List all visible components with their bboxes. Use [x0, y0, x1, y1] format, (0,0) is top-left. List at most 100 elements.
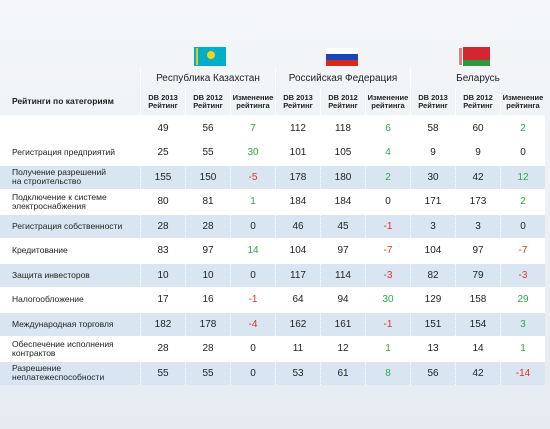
cell: 82: [410, 262, 455, 287]
cell-value: 29: [517, 294, 529, 306]
cell-value: 61: [337, 367, 349, 379]
cell: 11: [275, 336, 320, 361]
cell-value: 162: [289, 318, 307, 330]
cell: 97: [455, 238, 500, 263]
cell: 28: [140, 336, 185, 361]
column-header-line: DB 2013: [283, 92, 313, 102]
column-header-line: Изменение: [502, 92, 544, 102]
cell: 8: [365, 360, 410, 385]
cell-value: 0: [250, 343, 256, 355]
cell-value: 151: [424, 318, 442, 330]
cell: 53: [275, 360, 320, 385]
cell-value: 56: [427, 367, 439, 379]
cell-value: 118: [335, 122, 351, 134]
cell-value: 7: [250, 122, 256, 134]
cell-value: 14: [247, 245, 259, 257]
cell-value: -7: [518, 245, 528, 257]
row-label-cell: Защита инвесторов: [0, 262, 140, 287]
cell-value: 56: [202, 122, 214, 134]
row-label: Разрешение: [12, 363, 62, 374]
column-header-line: Изменение: [232, 92, 274, 102]
column-header-line: DB 2012: [193, 92, 223, 102]
column-header: DB 2013 Рейтинг: [275, 88, 320, 115]
cell-value: 0: [520, 147, 526, 159]
cell: 28: [140, 213, 185, 238]
cell-value: 158: [469, 294, 487, 306]
cell-value: 97: [337, 245, 349, 257]
cell: 56: [185, 115, 230, 140]
cell: 17: [140, 287, 185, 312]
cell: 1: [230, 189, 275, 214]
column-header-line: Рейтинг: [193, 100, 223, 110]
cell-value: 1: [520, 343, 526, 355]
cell-value: 28: [157, 343, 169, 355]
cell-value: 184: [289, 196, 307, 208]
column-header-line: рейтинга: [236, 100, 270, 110]
cell: 101: [275, 140, 320, 165]
cell-value: 161: [334, 318, 352, 330]
cell-value: 4: [385, 147, 391, 159]
cell: 171: [410, 189, 455, 214]
cell: 55: [140, 360, 185, 385]
cell-value: -3: [383, 269, 393, 281]
cell-value: 17: [157, 294, 169, 306]
cell-value: 80: [157, 196, 169, 208]
cell: 117: [275, 262, 320, 287]
cell-value: 42: [472, 171, 484, 183]
row-label-cell: [0, 115, 140, 140]
row-label-cell: Подключение к системе электроснабжения: [0, 189, 140, 214]
cell-value: 178: [199, 318, 217, 330]
column-header-line: DB 2013: [418, 92, 448, 102]
cell-value: 3: [475, 220, 481, 232]
cell: -1: [365, 311, 410, 336]
country-name: Российская Федерация: [288, 72, 398, 84]
cell-value: 2: [520, 196, 526, 208]
cell: 55: [185, 360, 230, 385]
cell-value: 30: [247, 147, 259, 159]
cell: 184: [320, 189, 365, 214]
cell-value: 1: [385, 343, 391, 355]
cell-value: 42: [472, 367, 484, 379]
row-label: Регистрация собственности: [12, 220, 123, 231]
cell-value: 97: [472, 245, 484, 257]
cell-value: 30: [427, 171, 439, 183]
cell: 97: [185, 238, 230, 263]
cell: 45: [320, 213, 365, 238]
cell: 14: [455, 336, 500, 361]
row-label: электроснабжения: [12, 200, 86, 211]
cell: 4: [365, 140, 410, 165]
cell: 13: [410, 336, 455, 361]
column-header-line: Рейтинг: [328, 100, 358, 110]
cell-value: 82: [427, 269, 439, 281]
cell: 173: [455, 189, 500, 214]
cell: 30: [410, 164, 455, 189]
cell-value: 0: [520, 220, 526, 232]
cell: 150: [185, 164, 230, 189]
cell-value: 0: [250, 269, 256, 281]
cell: 79: [455, 262, 500, 287]
cell-value: 101: [289, 147, 307, 159]
cell: 105: [320, 140, 365, 165]
cell-value: 8: [385, 367, 391, 379]
cell-value: 114: [335, 269, 351, 281]
cell: 94: [320, 287, 365, 312]
cell-value: 14: [472, 343, 484, 355]
column-header: DB 2012 Рейтинг: [455, 88, 500, 115]
cell: 158: [455, 287, 500, 312]
row-label: Кредитование: [12, 245, 68, 256]
row-label: неплатежеспособности: [12, 372, 105, 383]
row-label: Налогообложение: [12, 294, 84, 305]
cell: -1: [365, 213, 410, 238]
column-header-line: Рейтинг: [463, 100, 493, 110]
category-header-cell: Рейтинги по категориям: [0, 88, 140, 115]
cell-value: 171: [424, 196, 442, 208]
cell: 0: [230, 360, 275, 385]
cell: 178: [275, 164, 320, 189]
cell: -4: [230, 311, 275, 336]
column-header-line: Рейтинг: [148, 100, 178, 110]
cell-value: 12: [337, 343, 349, 355]
country-name: Беларусь: [456, 72, 500, 84]
cell-value: 49: [157, 122, 169, 134]
cell-value: 0: [385, 196, 391, 208]
